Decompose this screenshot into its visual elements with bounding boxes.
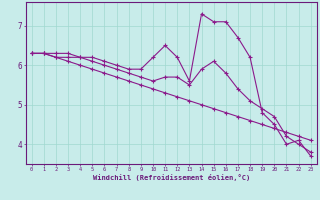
X-axis label: Windchill (Refroidissement éolien,°C): Windchill (Refroidissement éolien,°C): [92, 174, 250, 181]
